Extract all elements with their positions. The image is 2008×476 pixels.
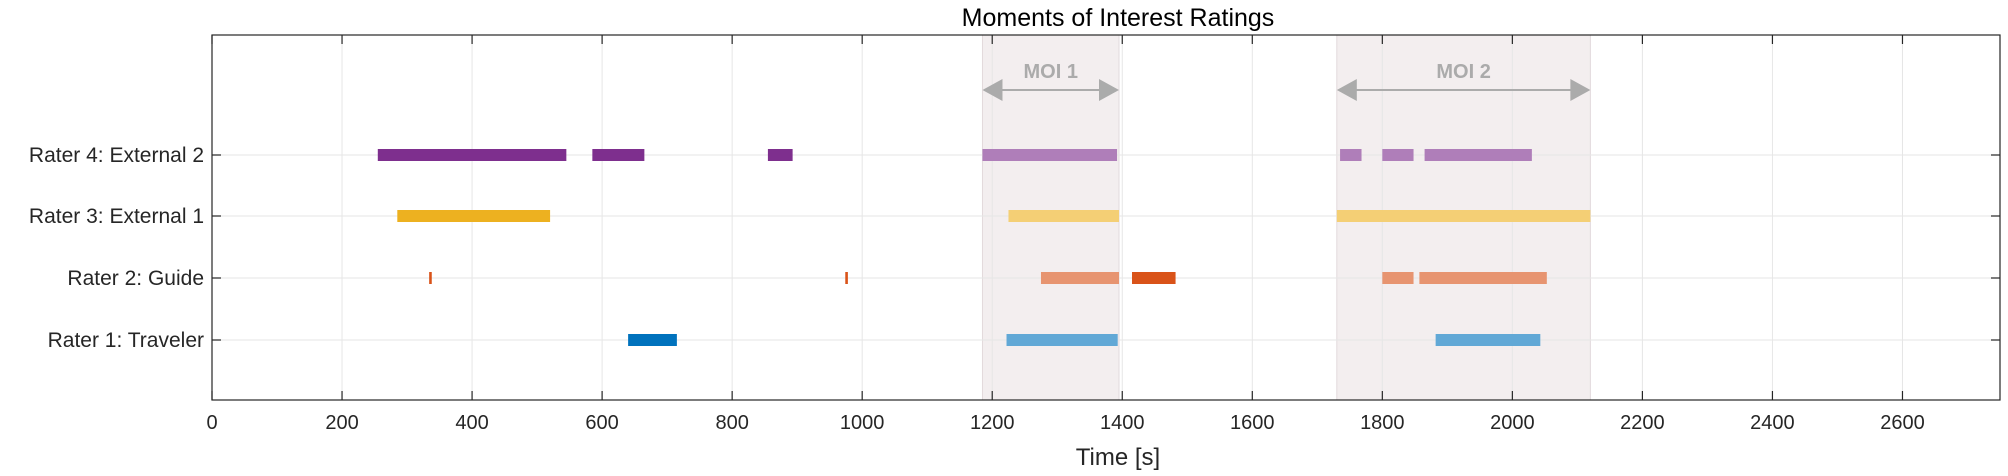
x-tick-label: 400 (455, 412, 488, 434)
rating-bar-in-moi (1006, 334, 1118, 346)
moi-arrow-head-right (1099, 79, 1120, 101)
moi-arrow-head-left (1336, 79, 1357, 101)
rating-bar-in-moi (1008, 210, 1120, 222)
rating-bar (845, 272, 848, 284)
row-label: Rater 3: External 1 (29, 205, 204, 228)
x-tick-label: 1200 (970, 412, 1015, 434)
rating-bar-in-moi (1435, 334, 1541, 346)
rating-bar (429, 272, 432, 284)
x-tick-label: 600 (585, 412, 618, 434)
moi-arrow-head-left (982, 79, 1003, 101)
rating-bar-in-moi (1336, 210, 1591, 222)
rating-bar-in-moi (1040, 272, 1120, 284)
rating-bar (592, 149, 645, 161)
x-tick-label: 1400 (1100, 412, 1145, 434)
rating-bar-in-moi (1382, 149, 1414, 161)
chart-title: Moments of Interest Ratings (962, 4, 1275, 32)
x-tick-label: 0 (206, 412, 217, 434)
rating-bar (628, 334, 677, 346)
rating-bar-in-moi (1424, 149, 1532, 161)
row-label: Rater 4: External 2 (29, 144, 204, 167)
axes: 0 200 400 600 800 1000 1200 1400 1600 1800 2000 220… (29, 34, 2001, 434)
moi-arrow-head-right (1570, 79, 1591, 101)
rating-bar (1132, 272, 1176, 284)
row-label: Rater 1: Traveler (48, 329, 204, 352)
rating-bar (397, 210, 551, 222)
moi-arrow-2 (1336, 79, 1591, 101)
x-tick-label: 2200 (1620, 412, 1665, 434)
x-tick-label: 200 (325, 412, 358, 434)
rating-bar (767, 149, 793, 161)
x-tick-label: 1800 (1360, 412, 1405, 434)
axes-box (211, 34, 2001, 401)
moi-label-2: MOI 2 (1436, 61, 1490, 83)
rating-bar-in-moi (1382, 272, 1414, 284)
x-tick-label: 2600 (1880, 412, 1925, 434)
rating-bars (377, 149, 1591, 346)
rating-bar-in-moi (1419, 272, 1547, 284)
moi-annotations: MOI 1 MOI 2 (982, 61, 1591, 101)
rating-bar (377, 149, 567, 161)
rating-bar-in-moi (982, 149, 1118, 161)
x-axis-title: Time [s] (1076, 444, 1160, 471)
x-tick-label: 800 (715, 412, 748, 434)
moi-label-1: MOI 1 (1024, 61, 1078, 83)
x-tick-label: 1600 (1230, 412, 1275, 434)
x-tick-label: 1000 (840, 412, 885, 434)
x-tick-label: 2000 (1490, 412, 1535, 434)
moi-arrow-1 (982, 79, 1120, 101)
x-tick-label: 2400 (1750, 412, 1795, 434)
rating-bar-in-moi (1340, 149, 1362, 161)
row-label: Rater 2: Guide (67, 267, 204, 290)
